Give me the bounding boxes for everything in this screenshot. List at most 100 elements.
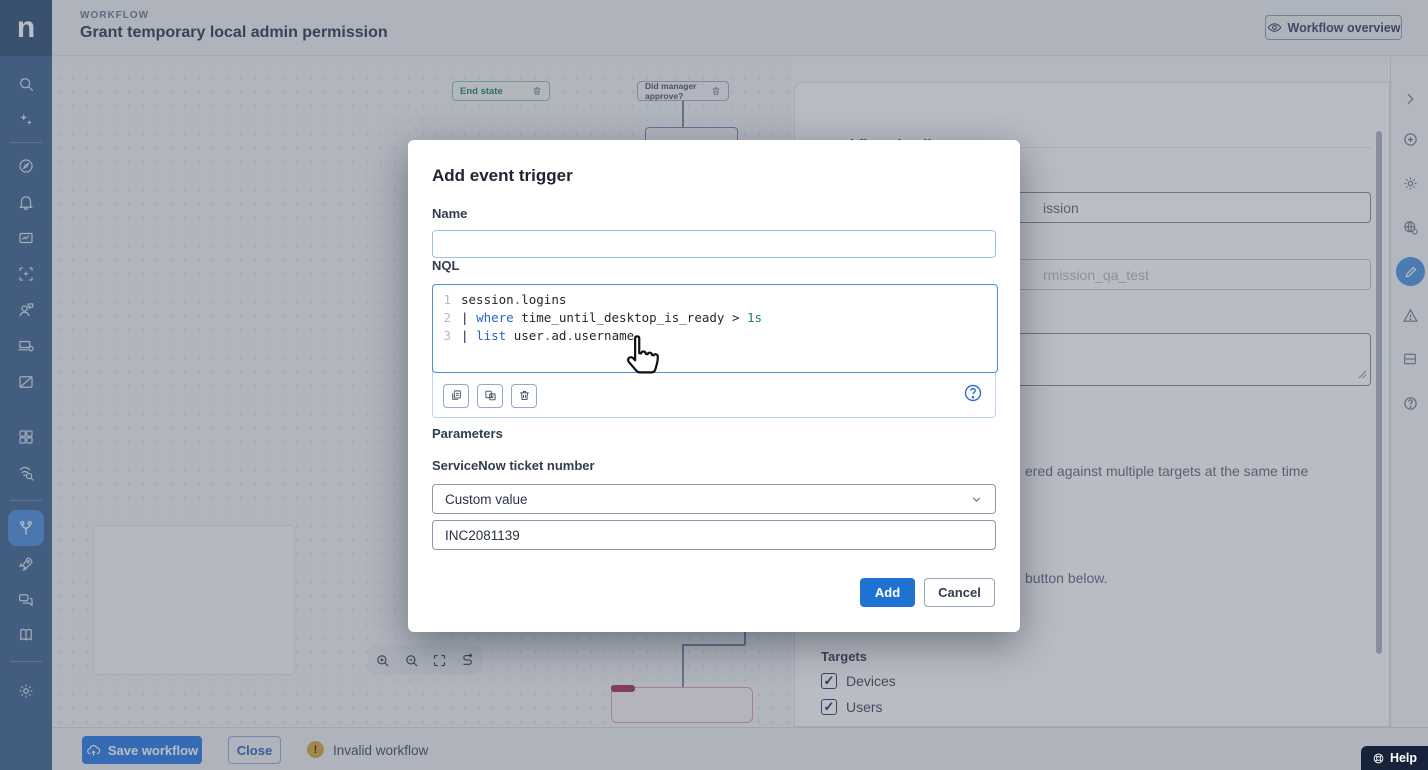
page-title: Grant temporary local admin permission	[80, 24, 388, 41]
layout-icon[interactable]	[1391, 347, 1428, 371]
device-gear-icon[interactable]	[0, 334, 52, 358]
edge-connector	[744, 631, 746, 645]
add-event-trigger-modal: Add event trigger Name NQL 1 session.logi…	[408, 140, 1020, 632]
node-error-highlighted[interactable]	[611, 687, 753, 723]
duplicate-icon[interactable]	[477, 383, 503, 408]
window-icon[interactable]	[0, 370, 52, 394]
node-end-state-label: End state	[460, 85, 503, 97]
dashboard-icon[interactable]	[0, 226, 52, 250]
life-buoy-icon	[1372, 752, 1385, 765]
workflow-name-fragment: ission	[1043, 199, 1079, 216]
nql-editor-container: 1 session.logins 2 | where time_until_deskt…	[432, 284, 998, 418]
edit-icon-active[interactable]	[1396, 257, 1425, 286]
param-select-value: Custom value	[445, 491, 528, 507]
edge-connector	[682, 101, 684, 127]
eye-icon	[1267, 20, 1282, 35]
sidebar-divider	[10, 142, 42, 143]
users-label: Users	[846, 699, 883, 715]
globe-settings-icon[interactable]	[1391, 215, 1428, 239]
workflow-overview-button[interactable]: Workflow overview	[1265, 15, 1402, 40]
fit-view-icon[interactable]	[432, 653, 447, 668]
grid-icon[interactable]	[0, 425, 52, 449]
zoom-in-icon[interactable]	[375, 653, 390, 668]
reroute-icon[interactable]	[461, 652, 476, 668]
delete-icon[interactable]	[511, 383, 537, 408]
ai-box-icon[interactable]	[0, 262, 52, 286]
param-source-select[interactable]: Custom value	[432, 484, 996, 514]
name-input[interactable]	[432, 230, 996, 258]
settings-icon[interactable]	[0, 679, 52, 703]
nql-code-editor[interactable]: 1 session.logins 2 | where time_until_deskt…	[432, 284, 998, 373]
workflow-id-fragment: rmission_qa_test	[1043, 266, 1149, 283]
close-button[interactable]: Close	[228, 736, 281, 764]
node-decision-label: Did manager approve?	[645, 81, 697, 101]
sidebar-item-workflows-active-bg	[8, 510, 44, 546]
cancel-label: Cancel	[938, 585, 981, 600]
bottom-action-bar: Save workflow Close ! Invalid workflow	[52, 727, 1428, 770]
devices-checkbox[interactable]: ✓	[821, 673, 837, 689]
add-button[interactable]: Add	[860, 578, 915, 607]
help-circle-icon[interactable]	[1391, 391, 1428, 415]
info-text-fragment-1: ered against multiple targets at the sam…	[1025, 463, 1309, 479]
targets-heading: Targets	[821, 649, 867, 664]
users-checkbox[interactable]: ✓	[821, 699, 837, 715]
modal-title: Add event trigger	[432, 166, 573, 185]
save-workflow-button[interactable]: Save workflow	[82, 736, 202, 764]
sparkles-icon[interactable]	[0, 108, 52, 132]
close-label: Close	[236, 742, 273, 758]
book-icon[interactable]	[0, 623, 52, 647]
node-end-state[interactable]: End state	[452, 81, 550, 101]
heading-divider	[963, 147, 1371, 148]
cancel-button[interactable]: Cancel	[924, 578, 995, 607]
rocket-icon[interactable]	[0, 552, 52, 576]
edge-connector	[682, 644, 684, 687]
nql-help-icon[interactable]	[963, 383, 983, 408]
checkbox-row-devices: ✓ Devices	[821, 673, 896, 689]
search-ai-icon[interactable]	[0, 72, 52, 96]
panel-scrollbar[interactable]	[1376, 131, 1382, 654]
param-value-input[interactable]: INC2081139	[432, 520, 996, 550]
trash-icon[interactable]	[532, 86, 542, 96]
nexthink-logo[interactable]: n	[0, 0, 52, 56]
copy-icon[interactable]	[443, 383, 469, 408]
info-text-fragment-2: button below.	[1025, 570, 1108, 586]
bell-icon[interactable]	[0, 190, 52, 214]
sidebar-divider	[10, 661, 42, 662]
compass-icon[interactable]	[0, 154, 52, 178]
invalid-workflow-status: Invalid workflow	[333, 743, 429, 758]
zoom-out-icon[interactable]	[404, 653, 419, 668]
resize-grip-icon[interactable]	[1358, 366, 1367, 382]
checkbox-row-users: ✓ Users	[821, 699, 883, 715]
nql-toolbar	[433, 373, 995, 418]
add-circle-icon[interactable]	[1391, 127, 1428, 151]
devices-label: Devices	[846, 673, 896, 689]
right-edge-toolbar	[1390, 57, 1428, 727]
node-decision[interactable]: Did manager approve?	[637, 81, 729, 101]
workflow-overview-label: Workflow overview	[1287, 20, 1401, 35]
servicenow-ticket-label: ServiceNow ticket number	[432, 458, 595, 473]
edge-connector	[682, 644, 745, 646]
settings-icon[interactable]	[1391, 171, 1428, 195]
parameters-label: Parameters	[432, 426, 503, 441]
canvas-zoom-toolbar	[368, 645, 483, 675]
node-error-badge	[611, 685, 635, 692]
warning-circle-icon: !	[307, 741, 324, 758]
user-chat-icon[interactable]	[0, 298, 52, 322]
sidebar: n	[0, 0, 52, 770]
save-workflow-label: Save workflow	[107, 742, 199, 758]
fingerprint-search-icon[interactable]	[0, 461, 52, 485]
sidebar-divider	[10, 500, 42, 501]
collapse-panel-icon[interactable]	[1391, 87, 1428, 111]
param-value-text: INC2081139	[445, 527, 520, 543]
mouse-cursor-hand	[620, 332, 664, 393]
warning-triangle-icon[interactable]	[1391, 303, 1428, 327]
logo-letter: n	[16, 11, 36, 44]
nql-label: NQL	[432, 258, 460, 273]
chat-icon[interactable]	[0, 588, 52, 612]
workflows-icon[interactable]	[0, 516, 52, 540]
cloud-upload-icon	[86, 743, 101, 758]
trash-icon[interactable]	[711, 86, 721, 96]
help-label: Help	[1389, 751, 1418, 765]
help-button[interactable]: Help	[1361, 746, 1428, 770]
